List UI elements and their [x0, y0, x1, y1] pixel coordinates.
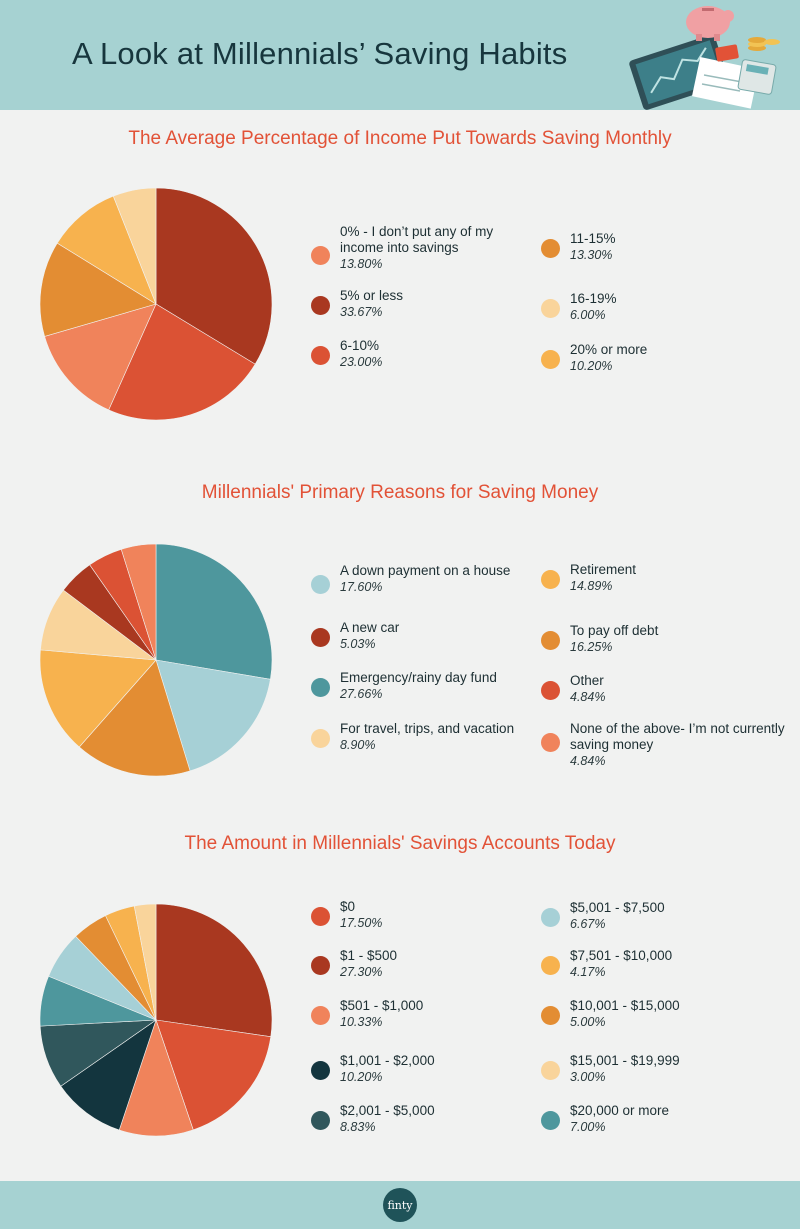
pie-chart-savings-amount	[39, 903, 273, 1137]
pie-slice	[118, 1019, 194, 1137]
pie-slice	[155, 903, 273, 1038]
legend-value: 3.00%	[570, 1070, 606, 1084]
legend-swatch	[311, 246, 330, 265]
legend-value: 23.00%	[340, 355, 383, 369]
pie-slice	[155, 543, 273, 680]
legend-swatch	[311, 956, 330, 975]
legend-swatch	[541, 956, 560, 975]
legend-label: $1 - $500	[340, 948, 398, 963]
pie-slice	[133, 903, 157, 1021]
legend-swatch	[311, 296, 330, 315]
pie-slice	[39, 242, 157, 337]
chart-1-title: The Average Percentage of Income Put Tow…	[128, 128, 672, 149]
legend-swatch	[311, 575, 330, 594]
legend-label: 16-19%	[570, 291, 617, 306]
pie-slice	[44, 303, 157, 411]
legend-label: Other	[570, 673, 604, 688]
legend-value: 13.80%	[340, 257, 383, 271]
pie-slice	[155, 659, 271, 772]
legend-label: $5,001 - $7,500	[570, 900, 665, 915]
legend-value: 27.66%	[340, 687, 383, 701]
legend-value: 5.00%	[570, 1015, 606, 1029]
legend-swatch	[541, 1111, 560, 1130]
legend-label: $7,501 - $10,000	[570, 948, 673, 963]
legend-label: Retirement	[570, 562, 637, 577]
finance-illustration-icon	[629, 6, 780, 110]
legend-label: $15,001 - $19,999	[570, 1053, 680, 1068]
legend-swatch	[541, 1006, 560, 1025]
legend-label: 11-15%	[570, 231, 616, 246]
legend-label: 0% - I don’t put any of my income into s…	[340, 224, 494, 255]
pie-slice	[155, 1019, 272, 1131]
legend-value: 16.25%	[570, 640, 613, 654]
legend-label: None of the above- I’m not currently sav…	[570, 721, 785, 752]
legend-value: 8.83%	[340, 1120, 376, 1134]
pie-slice	[112, 187, 157, 305]
legend-swatch	[311, 678, 330, 697]
legend-label: $0	[340, 899, 356, 914]
legend-label: 5% or less	[340, 288, 404, 303]
legend-label: $2,001 - $5,000	[340, 1103, 435, 1118]
chart-3-title: The Amount in Millennials' Savings Accou…	[184, 833, 616, 854]
finty-logo[interactable]: finty	[383, 1188, 417, 1222]
legend-value: 10.20%	[340, 1070, 383, 1084]
legend-value: 4.17%	[570, 965, 606, 979]
legend-swatch	[541, 350, 560, 369]
pie-slice	[60, 1019, 157, 1131]
pie-slice	[78, 659, 191, 777]
legend-label: A down payment on a house	[340, 563, 511, 578]
legend-value: 10.33%	[340, 1015, 383, 1029]
legend-label: A new car	[340, 620, 400, 635]
legend-swatch	[541, 681, 560, 700]
legend-label: For travel, trips, and vacation	[340, 721, 515, 736]
legend-swatch	[541, 1061, 560, 1080]
legend-value: 13.30%	[570, 248, 613, 262]
legend-value: 17.60%	[340, 580, 383, 594]
legend-swatch	[541, 733, 560, 752]
header-banner: A Look at Millennials’ Saving Habits	[0, 0, 800, 110]
legend-swatch	[311, 729, 330, 748]
legend-label: 6-10%	[340, 338, 380, 353]
legend-value: 6.00%	[570, 308, 606, 322]
legend-swatch	[541, 908, 560, 927]
legend-swatch	[541, 570, 560, 589]
legend-value: 4.84%	[570, 690, 606, 704]
legend-label: $20,000 or more	[570, 1103, 670, 1118]
legend-label: $10,001 - $15,000	[570, 998, 680, 1013]
page-title: A Look at Millennials’ Saving Habits	[72, 36, 568, 71]
pie-chart-saving-reasons	[39, 543, 273, 777]
legend-value: 10.20%	[570, 359, 613, 373]
pie-slice	[108, 303, 256, 421]
legend-value: 17.50%	[340, 916, 383, 930]
legend-label: Emergency/rainy day fund	[340, 670, 497, 685]
legend-label: 20% or more	[570, 342, 648, 357]
legend-swatch	[311, 907, 330, 926]
pie-slice	[120, 543, 157, 661]
legend-swatch	[311, 1006, 330, 1025]
footer-banner: finty	[0, 1181, 800, 1229]
legend-label: To pay off debt	[570, 623, 659, 638]
legend-value: 6.67%	[570, 917, 606, 931]
legend-value: 33.67%	[340, 305, 383, 319]
chart-2-title: Millennials' Primary Reasons for Saving …	[201, 482, 599, 503]
legend-value: 14.89%	[570, 579, 613, 593]
legend-value: 4.84%	[570, 754, 606, 768]
legend-value: 27.30%	[340, 965, 383, 979]
legend-swatch	[311, 1061, 330, 1080]
legend-value: 7.00%	[570, 1120, 606, 1134]
pie-slice	[56, 195, 157, 305]
legend-swatch	[541, 239, 560, 258]
legend-swatch	[311, 346, 330, 365]
legend-swatch	[311, 1111, 330, 1130]
legend-value: 5.03%	[340, 637, 376, 651]
pie-chart-savings-percentage	[39, 187, 273, 421]
legend-swatch	[311, 628, 330, 647]
legend-label: $1,001 - $2,000	[340, 1053, 435, 1068]
legend-label: $501 - $1,000	[340, 998, 424, 1013]
legend-swatch	[541, 631, 560, 650]
legend-swatch	[541, 299, 560, 318]
pie-slice	[39, 649, 157, 748]
legend-value: 8.90%	[340, 738, 376, 752]
pie-slice	[155, 187, 273, 365]
